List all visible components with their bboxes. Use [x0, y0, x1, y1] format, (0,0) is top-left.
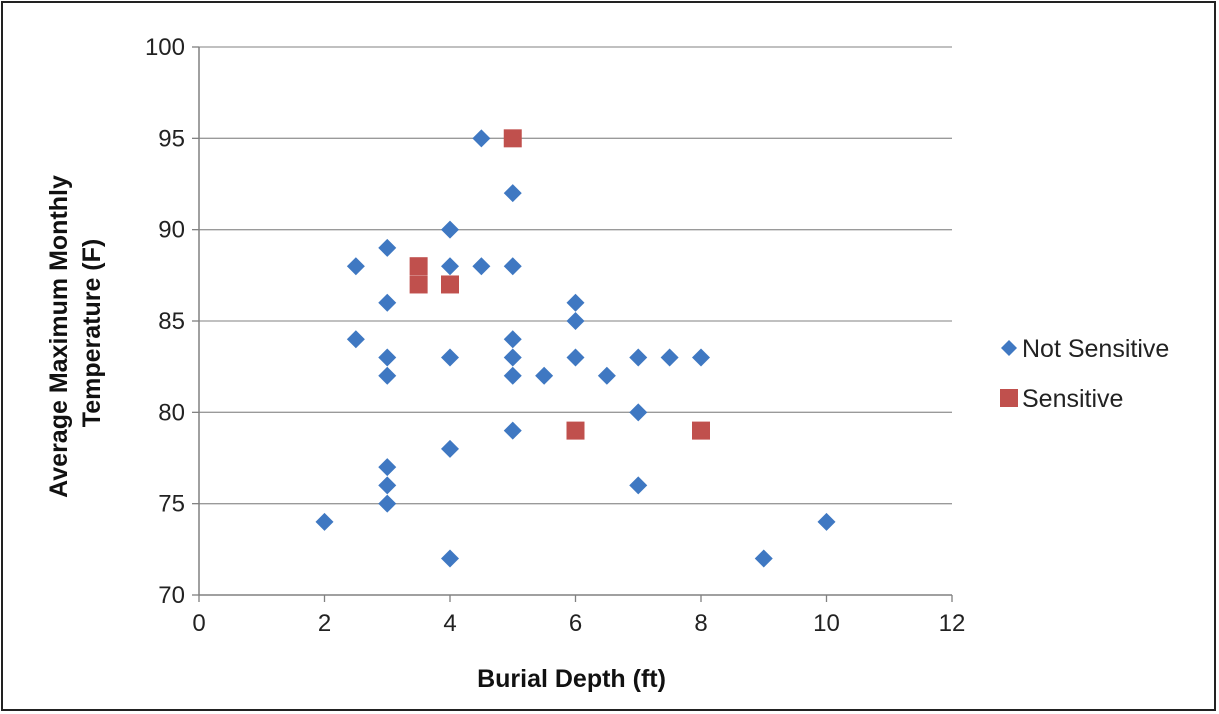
legend-label-sensitive: Sensitive: [1022, 385, 1123, 413]
point-not-sensitive: [346, 330, 365, 349]
point-not-sensitive: [597, 366, 616, 385]
point-not-sensitive: [503, 348, 522, 367]
x-tick-label: 0: [192, 610, 205, 637]
legend-marker-diamond: [1001, 340, 1017, 356]
point-sensitive: [409, 257, 428, 276]
y-tick-label: 75: [158, 491, 185, 518]
y-tick-label: 95: [158, 125, 185, 152]
point-not-sensitive: [346, 257, 365, 276]
x-tick-label: 12: [939, 610, 966, 637]
point-not-sensitive: [629, 403, 648, 422]
legend-marker-square: [1000, 389, 1018, 407]
point-not-sensitive: [566, 312, 585, 330]
point-sensitive: [503, 129, 522, 148]
point-sensitive: [409, 275, 428, 294]
y-axis-title-line-1: Average Maximum Monthly: [45, 175, 73, 498]
point-not-sensitive: [503, 330, 522, 349]
point-not-sensitive: [629, 348, 648, 367]
y-tick-label: 70: [158, 582, 185, 609]
point-not-sensitive: [441, 549, 459, 568]
point-sensitive: [441, 275, 459, 294]
point-not-sensitive: [441, 220, 459, 239]
point-not-sensitive: [378, 238, 397, 257]
x-tick-label: 2: [318, 610, 331, 637]
x-tick-label: 4: [443, 610, 456, 637]
y-tick-label: 90: [158, 217, 185, 244]
point-not-sensitive: [441, 348, 459, 367]
point-not-sensitive: [378, 348, 397, 367]
x-tick-labels: 0 2 4 6 8 10 12: [192, 595, 965, 637]
scatter-chart: 0 2 4 6 8 10 12 70 75 80 85 90 95 100 Burial Depth (…: [45, 34, 1169, 693]
x-tick-label: 8: [694, 610, 707, 637]
point-not-sensitive: [315, 512, 334, 531]
data-points: [315, 129, 836, 568]
point-not-sensitive: [472, 257, 491, 276]
y-tick-label: 80: [158, 399, 185, 426]
point-not-sensitive: [378, 494, 397, 513]
point-not-sensitive: [378, 366, 397, 385]
y-axis-title-line-2: Temperature (F): [78, 239, 106, 427]
legend-item-not-sensitive: Not Sensitive: [1001, 335, 1169, 363]
y-tick-labels: 70 75 80 85 90 95 100: [145, 34, 199, 609]
point-not-sensitive: [692, 348, 710, 367]
y-tick-label: 100: [145, 34, 185, 61]
legend: Not Sensitive Sensitive: [1000, 335, 1169, 413]
point-not-sensitive: [503, 421, 522, 440]
legend-label-not-sensitive: Not Sensitive: [1022, 335, 1169, 363]
point-not-sensitive: [503, 184, 522, 203]
point-not-sensitive: [566, 348, 585, 367]
point-not-sensitive: [472, 129, 491, 148]
point-not-sensitive: [566, 293, 585, 312]
point-not-sensitive: [378, 476, 397, 495]
x-tick-label: 6: [569, 610, 582, 637]
point-not-sensitive: [535, 366, 554, 385]
point-not-sensitive: [629, 476, 648, 495]
legend-item-sensitive: Sensitive: [1000, 385, 1123, 413]
y-tick-label: 85: [158, 308, 185, 335]
point-not-sensitive: [503, 257, 522, 276]
point-not-sensitive: [660, 348, 679, 367]
point-not-sensitive: [378, 458, 397, 477]
point-sensitive: [692, 421, 710, 440]
x-tick-label: 10: [813, 610, 840, 637]
point-not-sensitive: [378, 293, 397, 312]
point-not-sensitive: [503, 366, 522, 385]
point-not-sensitive: [817, 512, 836, 531]
point-not-sensitive: [441, 257, 459, 276]
point-not-sensitive: [754, 549, 773, 568]
point-not-sensitive: [441, 439, 459, 458]
x-axis-title: Burial Depth (ft): [477, 665, 666, 693]
point-sensitive: [566, 421, 585, 440]
y-axis-title: Average Maximum Monthly Temperature (F): [45, 168, 106, 498]
